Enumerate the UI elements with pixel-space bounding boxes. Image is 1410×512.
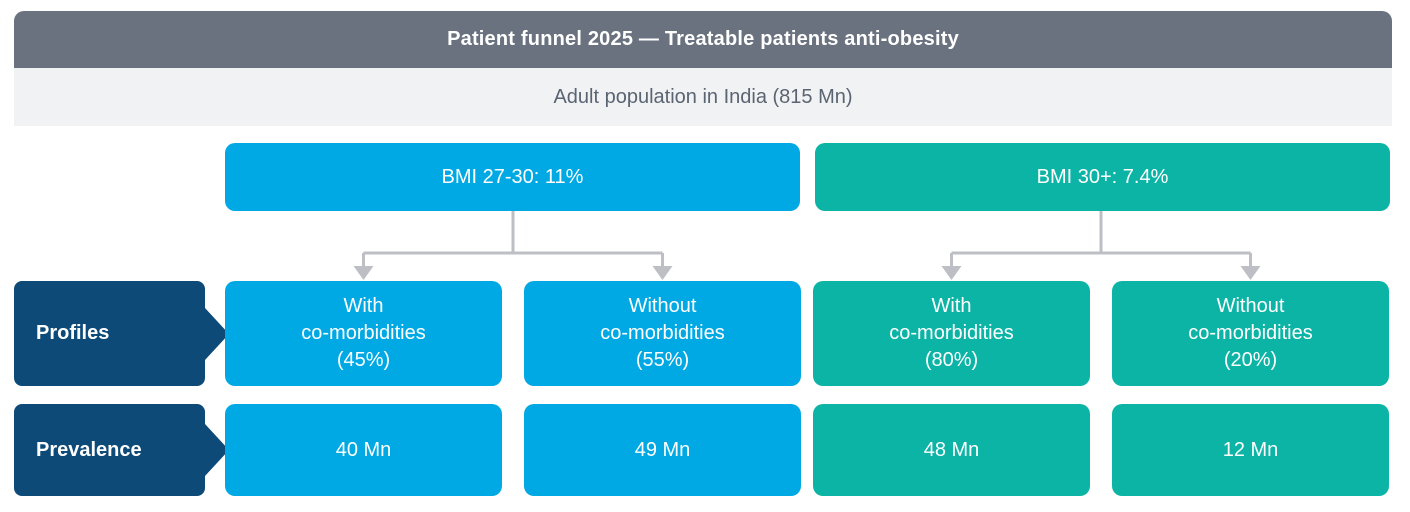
prevalence-box-2: 49 Mn <box>524 404 801 496</box>
prevalence-box-4: 12 Mn <box>1112 404 1389 496</box>
profile-box-with-comorbidities-bmi27: With co-morbidities (45%) <box>225 281 502 386</box>
prevalence-value: 48 Mn <box>923 438 980 461</box>
arrow-down-icon <box>353 266 374 280</box>
bmi-27-30-label: BMI 27-30: 11% <box>441 165 584 188</box>
connector-left <box>362 211 664 267</box>
profile-box-without-comorbidities-bmi30: Without co-morbidities (20%) <box>1112 281 1389 386</box>
prevalence-value: 49 Mn <box>634 438 691 461</box>
profiles-row-label-text: Profiles <box>36 322 110 344</box>
bmi-30plus-label: BMI 30+: 7.4% <box>1036 165 1169 188</box>
profile-box-without-comorbidities-bmi27: Without co-morbidities (55%) <box>524 281 801 386</box>
prevalence-box-1: 40 Mn <box>225 404 502 496</box>
connector-right <box>950 211 1252 267</box>
prevalence-box-3: 48 Mn <box>813 404 1090 496</box>
bmi-27-30-box: BMI 27-30: 11% <box>225 143 800 211</box>
arrow-down-icon <box>1240 266 1261 280</box>
profile-box-text: Without co-morbidities (20%) <box>1188 295 1313 371</box>
figure-title-bar: Patient funnel 2025 — Treatable patients… <box>14 11 1392 68</box>
profile-box-text: With co-morbidities (80%) <box>889 295 1014 371</box>
prevalence-value: 12 Mn <box>1222 438 1279 461</box>
population-label: Adult population in India (815 Mn) <box>553 85 853 108</box>
profile-box-with-comorbidities-bmi30: With co-morbidities (80%) <box>813 281 1090 386</box>
profile-box-text: Without co-morbidities (55%) <box>600 295 725 371</box>
prevalence-row-label: Prevalence <box>14 404 229 496</box>
profiles-row-label: Profiles <box>14 281 229 386</box>
population-band: Adult population in India (815 Mn) <box>14 68 1392 126</box>
prevalence-value: 40 Mn <box>335 438 392 461</box>
figure-title: Patient funnel 2025 — Treatable patients… <box>447 28 959 50</box>
profile-box-text: With co-morbidities (45%) <box>301 295 426 371</box>
arrow-down-icon <box>652 266 673 280</box>
bmi-30plus-box: BMI 30+: 7.4% <box>815 143 1390 211</box>
arrow-down-icon <box>941 266 962 280</box>
prevalence-row-label-text: Prevalence <box>36 438 142 461</box>
